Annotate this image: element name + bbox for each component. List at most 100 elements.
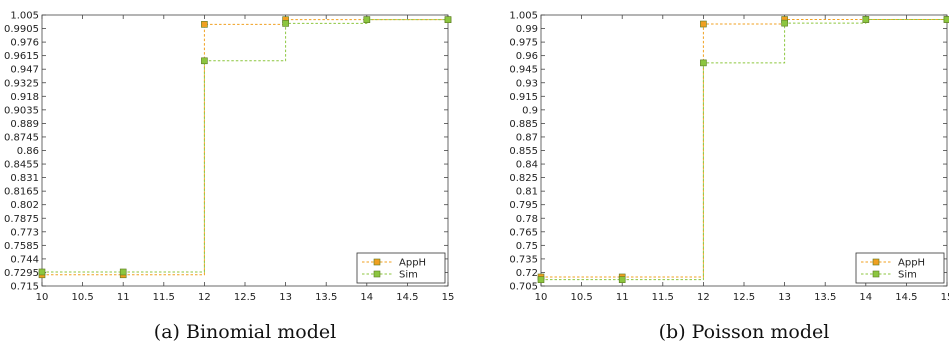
y-tick-label: 0.802 bbox=[10, 200, 39, 211]
data-point-sim bbox=[781, 19, 788, 27]
x-tick-label: 11.5 bbox=[153, 292, 175, 303]
x-tick-label: 14.5 bbox=[895, 292, 917, 303]
y-tick-label: 0.8745 bbox=[4, 132, 39, 143]
y-tick-label: 0.918 bbox=[10, 92, 39, 103]
legend-marker-sim bbox=[872, 270, 880, 278]
y-tick-label: 0.889 bbox=[10, 119, 39, 130]
data-point-apph bbox=[201, 21, 208, 28]
legend-marker-sim bbox=[373, 270, 381, 278]
y-tick-label: 0.9 bbox=[522, 105, 538, 116]
x-tick-label: 13.5 bbox=[315, 292, 337, 303]
series-apph bbox=[38, 16, 452, 279]
y-tick-label: 0.86 bbox=[17, 146, 39, 157]
y-tick-label: 0.9615 bbox=[4, 51, 39, 62]
y-tick-label: 1.005 bbox=[10, 11, 39, 22]
x-tick-label: 10 bbox=[36, 292, 49, 303]
series-line-sim bbox=[42, 19, 448, 273]
x-tick-label: 11 bbox=[616, 292, 629, 303]
y-tick-label: 0.7875 bbox=[4, 214, 39, 225]
y-tick-label: 0.831 bbox=[10, 173, 39, 184]
x-tick-label: 12 bbox=[697, 292, 710, 303]
data-point-sim bbox=[444, 16, 452, 23]
legend-box bbox=[356, 252, 446, 284]
x-tick-label: 12 bbox=[198, 292, 211, 303]
y-tick-label: 0.765 bbox=[509, 227, 538, 238]
legend-marker-apph bbox=[872, 258, 880, 266]
y-tick-label: 0.975 bbox=[509, 38, 538, 49]
series-line-apph bbox=[541, 19, 947, 278]
y-tick-label: 0.8165 bbox=[4, 187, 39, 198]
x-tick-label: 14.5 bbox=[396, 292, 418, 303]
y-tick-label: 0.945 bbox=[509, 65, 538, 76]
y-tick-label: 0.81 bbox=[516, 187, 538, 198]
y-tick-label: 0.825 bbox=[509, 173, 538, 184]
data-point-sim bbox=[119, 268, 127, 276]
x-tick-label: 14 bbox=[859, 292, 872, 303]
y-tick-label: 0.705 bbox=[509, 282, 538, 293]
data-point-sim bbox=[363, 16, 371, 23]
data-point-sim bbox=[618, 276, 626, 283]
legend-marker-apph bbox=[373, 258, 381, 266]
y-tick-label: 0.855 bbox=[509, 146, 538, 157]
series-apph bbox=[537, 16, 949, 281]
x-tick-label: 14 bbox=[360, 292, 373, 303]
chart-caption: (a) Binomial model bbox=[154, 321, 336, 343]
chart-2: 0.705 0.72 0.735 0.75 0.765 0.78 0.795 0.81 0.82… bbox=[509, 11, 949, 343]
plot-frame bbox=[41, 14, 449, 287]
y-tick-label: 0.885 bbox=[509, 119, 538, 130]
y-tick-label: 0.99 bbox=[516, 24, 538, 35]
data-point-apph bbox=[700, 20, 707, 28]
data-point-sim bbox=[943, 16, 949, 23]
x-tick-label: 11.5 bbox=[652, 292, 674, 303]
x-tick-label: 10.5 bbox=[570, 292, 592, 303]
x-tick-label: 13 bbox=[279, 292, 292, 303]
x-tick-label: 13.5 bbox=[814, 292, 836, 303]
y-tick-label: 0.96 bbox=[516, 51, 538, 62]
chart-caption: (b) Poisson model bbox=[659, 321, 830, 343]
legend-label-sim: Sim bbox=[898, 270, 917, 281]
x-tick-label: 15 bbox=[442, 292, 455, 303]
y-tick-label: 0.773 bbox=[10, 227, 39, 238]
y-tick-label: 0.795 bbox=[509, 200, 538, 211]
y-tick-label: 0.87 bbox=[516, 132, 538, 143]
y-tick-label: 1.005 bbox=[509, 11, 538, 22]
x-tick-label: 11 bbox=[117, 292, 130, 303]
y-tick-label: 0.744 bbox=[10, 254, 39, 265]
series-line-apph bbox=[42, 19, 448, 276]
y-tick-label: 0.78 bbox=[516, 214, 538, 225]
y-tick-label: 0.7585 bbox=[4, 241, 39, 252]
x-tick-label: 12.5 bbox=[733, 292, 755, 303]
y-tick-label: 0.915 bbox=[509, 92, 538, 103]
y-tick-label: 0.947 bbox=[10, 65, 39, 76]
legend-label-apph: AppH bbox=[399, 258, 426, 269]
series-sim bbox=[537, 16, 949, 283]
x-tick-label: 12.5 bbox=[234, 292, 256, 303]
legend-label-sim: Sim bbox=[399, 270, 418, 281]
y-tick-label: 0.715 bbox=[10, 282, 39, 293]
x-tick-label: 10 bbox=[535, 292, 548, 303]
series-line-sim bbox=[541, 19, 947, 281]
data-point-sim bbox=[700, 59, 707, 67]
y-tick-label: 0.72 bbox=[516, 268, 538, 279]
y-tick-label: 0.84 bbox=[516, 160, 538, 171]
y-tick-label: 0.8455 bbox=[4, 160, 39, 171]
y-tick-label: 0.735 bbox=[509, 254, 538, 265]
y-tick-label: 0.93 bbox=[516, 78, 538, 89]
plot-frame bbox=[540, 14, 948, 287]
y-tick-label: 0.9035 bbox=[4, 105, 39, 116]
chart-1: 0.715 0.7295 0.744 0.7585 0.773 0.7875 0.802 0.… bbox=[4, 11, 454, 344]
data-point-sim bbox=[537, 276, 545, 283]
x-tick-label: 13 bbox=[778, 292, 791, 303]
x-tick-label: 15 bbox=[941, 292, 949, 303]
data-point-sim bbox=[38, 268, 46, 276]
x-tick-label: 10.5 bbox=[71, 292, 93, 303]
data-point-sim bbox=[282, 20, 289, 27]
y-tick-label: 0.9325 bbox=[4, 78, 39, 89]
y-tick-label: 0.75 bbox=[516, 241, 538, 252]
legend-label-apph: AppH bbox=[898, 258, 925, 269]
series-sim bbox=[38, 16, 452, 276]
data-point-sim bbox=[862, 16, 870, 23]
